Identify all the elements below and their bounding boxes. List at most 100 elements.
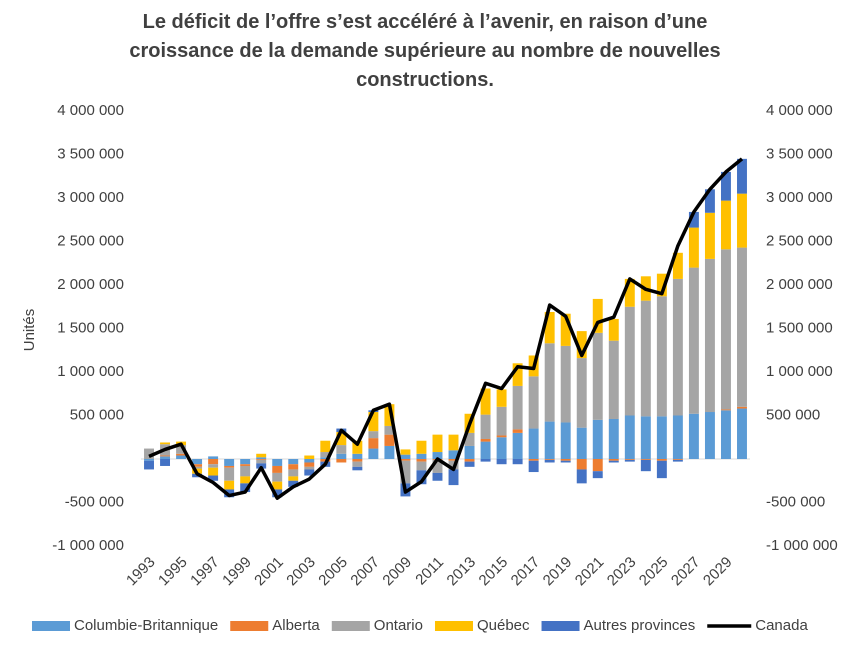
bar-segment [528, 459, 539, 461]
bar-segment [672, 459, 683, 460]
bar-segment [240, 476, 251, 484]
bar-segment [160, 456, 171, 459]
bar-segment [656, 460, 667, 479]
legend-label: Columbie-Britannique [74, 617, 218, 634]
bar-segment [737, 193, 747, 248]
bar-segment [352, 453, 363, 459]
bar-segment [544, 459, 555, 460]
bar-segment [560, 459, 571, 461]
chart-title: Le déficit de l’offre s’est accéléré à l… [129, 11, 721, 91]
bar-segment [400, 459, 411, 461]
y-tick-label: 3 000 000 [57, 189, 124, 206]
bar-segment [208, 467, 219, 476]
bar-segment [176, 445, 187, 454]
bar-segment [464, 445, 475, 459]
bar-segment [512, 429, 523, 433]
bar-segment [656, 416, 667, 459]
bar-segment [512, 459, 523, 465]
y2-tick-label: -1 000 000 [766, 537, 838, 554]
bar-segment [528, 428, 539, 459]
bar-segment [352, 461, 363, 467]
bar-segment [160, 455, 171, 457]
y-tick-label: 1 000 000 [57, 363, 124, 380]
bar-segment [432, 472, 443, 481]
bar-segment [608, 460, 619, 463]
x-tick-label: 2015 [476, 554, 512, 590]
bar-segment [624, 459, 635, 460]
bar-segment [560, 422, 571, 459]
x-tick-label: 2029 [700, 554, 736, 590]
bar-segment [272, 465, 283, 473]
y2-tick-label: 4 000 000 [766, 102, 833, 119]
bar-segment [336, 453, 347, 459]
bar-segment [704, 412, 715, 459]
bar-segment [720, 171, 731, 201]
bar-segment [288, 469, 299, 477]
bar-segment [384, 434, 395, 446]
legend-swatch [331, 621, 370, 631]
y-tick-label: 500 000 [70, 406, 124, 423]
y-tick-label: 2 000 000 [57, 276, 124, 293]
y2-tick-label: 3 500 000 [766, 145, 833, 162]
bar-segment [320, 457, 331, 459]
bar-segment [336, 432, 347, 446]
bar-segment [304, 466, 315, 470]
x-tick-label: 2003 [283, 554, 319, 590]
bar-segment [272, 459, 283, 466]
x-tick-label: 1993 [123, 554, 159, 590]
bar-segment [576, 358, 587, 428]
bar-segment [192, 466, 203, 469]
y-tick-label: 4 000 000 [57, 102, 124, 119]
bar-segment [400, 454, 411, 459]
x-tick-label: 1995 [155, 554, 191, 590]
bar-segment [288, 459, 299, 465]
y-tick-label: 2 500 000 [57, 232, 124, 249]
bar-segment [208, 464, 219, 468]
legend-label: Québec [477, 617, 530, 634]
bar-segment [304, 455, 315, 459]
bar-segment [496, 389, 507, 407]
bar-segment [240, 465, 251, 477]
x-tick-label: 2021 [572, 554, 608, 590]
x-tick-label: 2013 [444, 554, 480, 590]
bar-segment [624, 278, 635, 307]
bar-segment [704, 189, 715, 213]
bar-segment [688, 413, 699, 459]
bar-segment [288, 464, 299, 470]
y2-tick-label: 1 500 000 [766, 319, 833, 336]
bar-segment [672, 278, 683, 416]
bar-segment [320, 440, 331, 453]
x-tick-label: 2019 [540, 554, 576, 590]
bar-segment [672, 459, 683, 462]
bar-segment [144, 448, 154, 459]
legend-label: Autres provinces [584, 617, 696, 634]
bar-segment [416, 461, 427, 471]
y-tick-label: 1 500 000 [57, 319, 124, 336]
bar-segment [496, 437, 507, 459]
bar-segment [512, 363, 523, 386]
bar-segment [336, 459, 347, 463]
bar-segment [512, 385, 523, 430]
bar-segment [256, 459, 267, 460]
legend-label: Canada [755, 617, 808, 634]
bar-segment [224, 459, 235, 466]
bar-segment [528, 460, 539, 473]
bar-segment [256, 457, 267, 459]
bar-segment [640, 416, 651, 459]
bar-segment [560, 460, 571, 463]
bar-segment [624, 415, 635, 459]
bar-segment [592, 419, 603, 459]
bar-segment [544, 459, 555, 463]
bar-segment [640, 459, 651, 460]
bar-segment [720, 410, 731, 459]
legend-label: Alberta [272, 617, 320, 634]
bar-segment [688, 227, 699, 268]
bar-segment [416, 470, 427, 485]
x-tick-label: 2025 [636, 554, 672, 590]
bar-segment [384, 445, 395, 459]
legend-label: Ontario [374, 617, 423, 634]
bar-segment [496, 435, 507, 438]
bar-segment [432, 459, 443, 473]
